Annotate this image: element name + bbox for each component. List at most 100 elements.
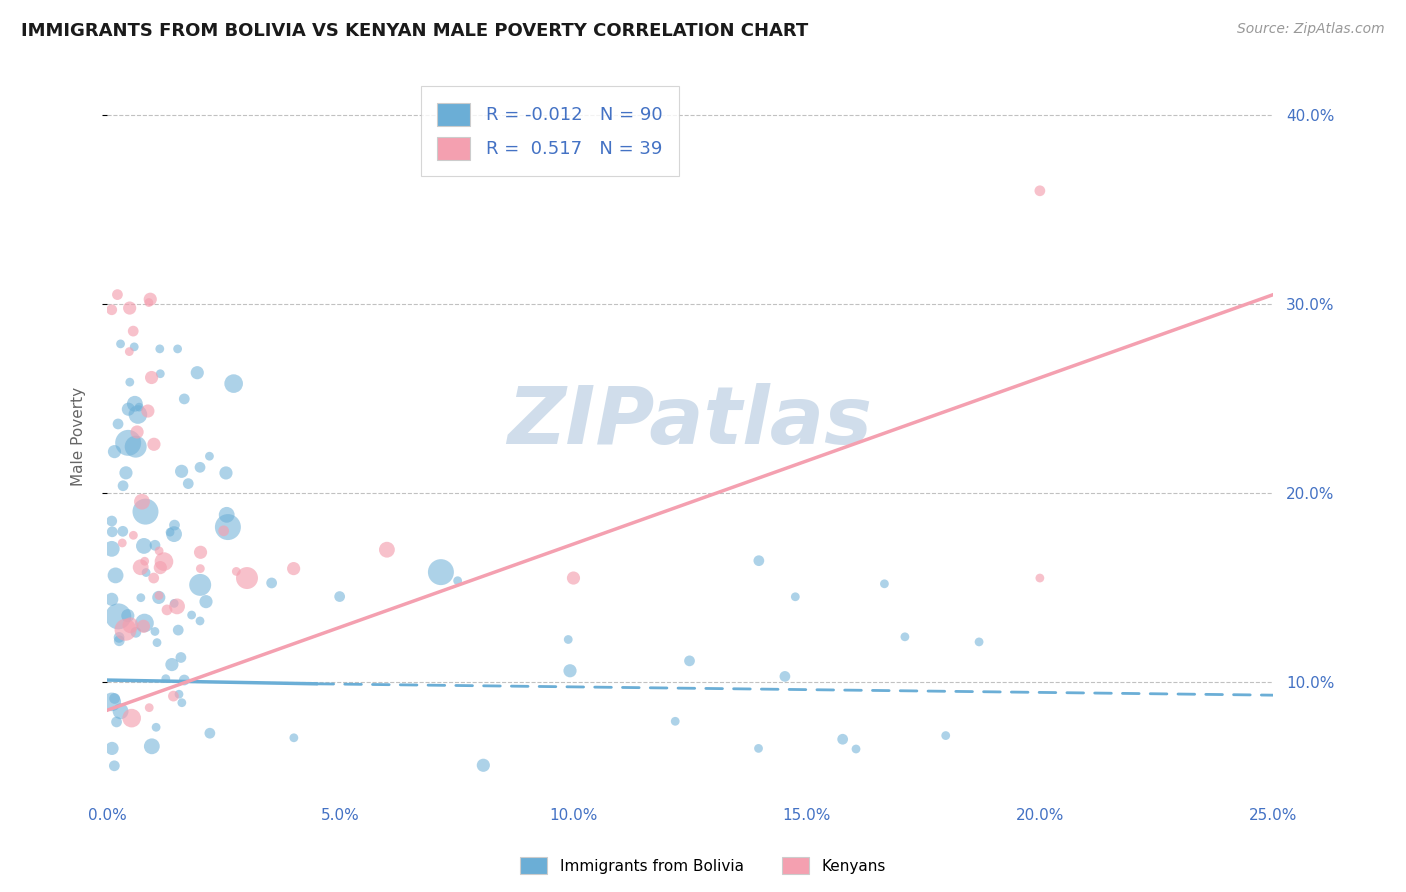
- Point: [748, 554, 770, 568]
- Point: [125, 625, 148, 640]
- Point: [139, 292, 162, 306]
- Point: [557, 632, 579, 647]
- Point: [136, 404, 159, 418]
- Point: [143, 538, 166, 552]
- Point: [188, 561, 211, 575]
- Text: Source: ZipAtlas.com: Source: ZipAtlas.com: [1237, 22, 1385, 37]
- Point: [215, 508, 238, 522]
- Point: [148, 589, 170, 603]
- Text: ZIPatlas: ZIPatlas: [508, 383, 873, 461]
- Point: [186, 366, 208, 380]
- Point: [1029, 184, 1052, 198]
- Point: [678, 654, 700, 668]
- Point: [143, 624, 166, 639]
- Point: [170, 696, 193, 710]
- Point: [148, 591, 170, 605]
- Point: [773, 669, 796, 683]
- Point: [131, 494, 153, 508]
- Point: [114, 623, 136, 637]
- Point: [104, 568, 127, 582]
- Point: [166, 599, 188, 614]
- Point: [101, 524, 124, 539]
- Point: [446, 574, 468, 588]
- Point: [107, 417, 129, 431]
- Point: [163, 518, 186, 533]
- Point: [103, 444, 125, 458]
- Point: [127, 408, 149, 422]
- Point: [167, 687, 190, 701]
- Point: [198, 726, 221, 740]
- Point: [107, 609, 129, 624]
- Point: [142, 571, 165, 585]
- Point: [236, 571, 259, 585]
- Point: [149, 367, 172, 381]
- Point: [562, 571, 585, 585]
- Point: [118, 344, 141, 359]
- Point: [127, 425, 149, 439]
- Point: [138, 700, 160, 714]
- Point: [107, 287, 129, 301]
- Point: [222, 376, 245, 391]
- Point: [120, 618, 142, 632]
- Point: [129, 591, 152, 605]
- Point: [110, 337, 132, 351]
- Point: [180, 608, 202, 623]
- Point: [129, 560, 152, 574]
- Point: [283, 731, 305, 745]
- Point: [101, 741, 124, 756]
- Point: [111, 524, 134, 539]
- Point: [195, 594, 218, 608]
- Point: [100, 302, 122, 317]
- Point: [162, 689, 184, 703]
- Point: [122, 324, 145, 338]
- Point: [163, 527, 186, 541]
- Point: [132, 619, 155, 633]
- Point: [329, 590, 352, 604]
- Point: [283, 561, 305, 575]
- Point: [146, 635, 169, 649]
- Point: [785, 590, 807, 604]
- Point: [664, 714, 686, 729]
- Point: [112, 479, 135, 493]
- Point: [134, 554, 156, 568]
- Point: [141, 370, 163, 384]
- Point: [170, 650, 193, 665]
- Point: [135, 566, 157, 580]
- Point: [177, 476, 200, 491]
- Point: [100, 541, 122, 556]
- Point: [166, 342, 188, 356]
- Point: [108, 633, 131, 648]
- Point: [159, 525, 181, 540]
- Point: [111, 536, 134, 550]
- Point: [142, 437, 165, 451]
- Point: [110, 704, 132, 718]
- Point: [148, 544, 170, 558]
- Point: [122, 340, 145, 354]
- Point: [138, 295, 160, 310]
- Point: [845, 742, 868, 756]
- Point: [153, 555, 176, 569]
- Point: [935, 729, 957, 743]
- Legend: R = -0.012   N = 90, R =  0.517   N = 39: R = -0.012 N = 90, R = 0.517 N = 39: [422, 87, 679, 177]
- Point: [198, 449, 221, 463]
- Point: [212, 524, 235, 538]
- Point: [100, 695, 122, 709]
- Point: [134, 505, 156, 519]
- Point: [156, 603, 179, 617]
- Point: [747, 741, 769, 756]
- Point: [117, 435, 139, 450]
- Point: [217, 520, 239, 534]
- Point: [558, 664, 581, 678]
- Point: [430, 565, 453, 579]
- Point: [103, 759, 125, 773]
- Point: [170, 464, 193, 478]
- Point: [894, 630, 917, 644]
- Point: [125, 440, 148, 454]
- Point: [122, 528, 145, 542]
- Point: [121, 711, 143, 725]
- Point: [141, 739, 163, 754]
- Point: [115, 466, 138, 480]
- Point: [967, 635, 990, 649]
- Point: [134, 615, 156, 630]
- Point: [188, 614, 211, 628]
